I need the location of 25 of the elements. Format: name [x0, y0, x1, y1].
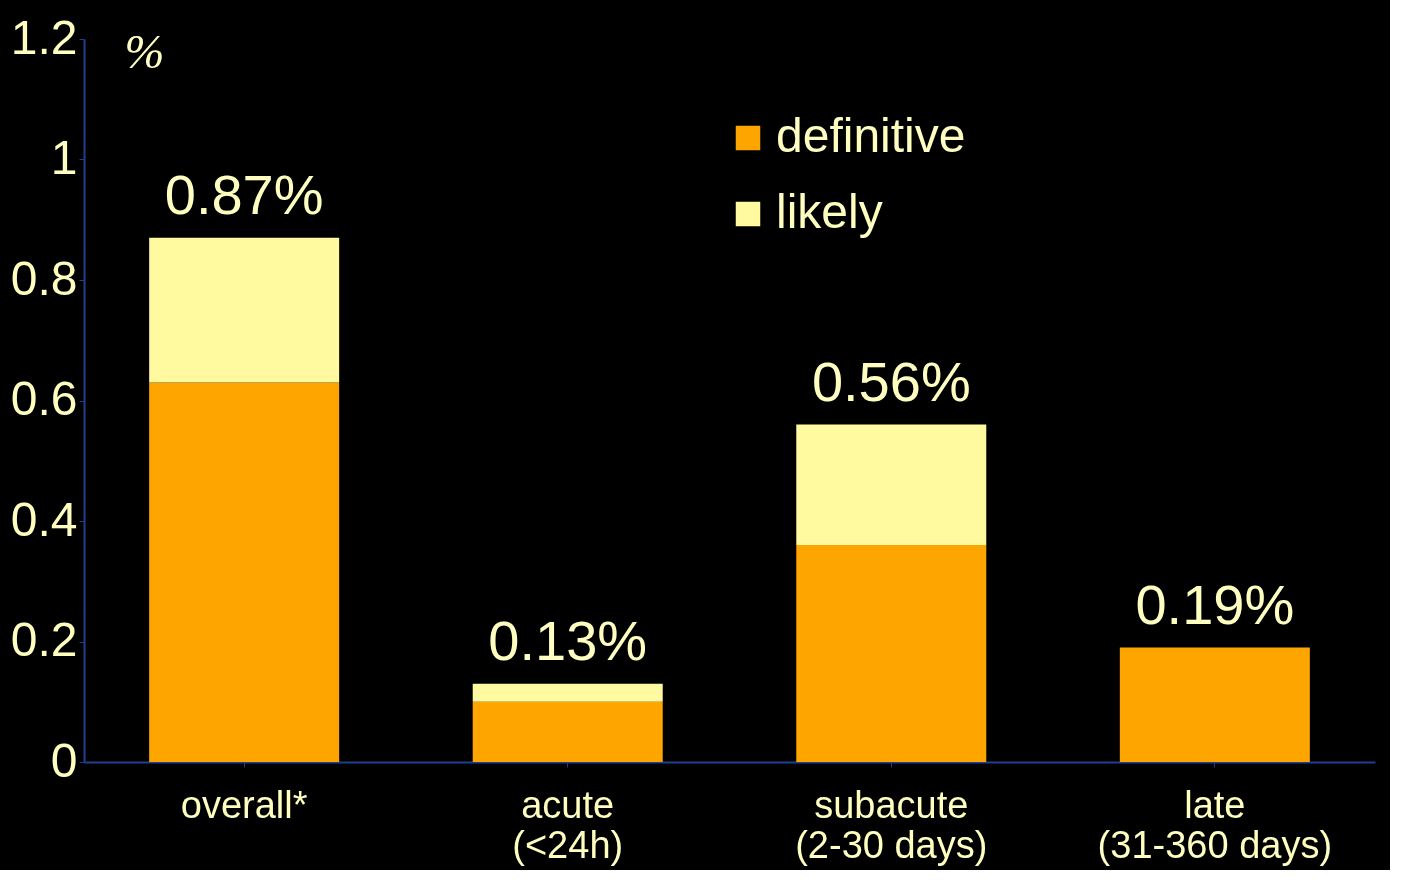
total-label: 0.56%: [811, 349, 971, 413]
y-tick-label: 0.2: [10, 613, 78, 666]
bar: [796, 424, 987, 546]
legend-label: definitive: [776, 109, 966, 162]
bar: [149, 237, 340, 383]
bar: [1119, 647, 1310, 762]
y-tick-label: 0.8: [10, 251, 78, 305]
bar: [149, 382, 340, 762]
total-label: 0.87%: [164, 162, 324, 226]
legend-label: likely: [776, 185, 883, 238]
y-tick-label: 0.6: [10, 372, 78, 425]
x-tick-label: subacute (2-30 days): [795, 783, 988, 866]
y-tick-label: 0: [50, 733, 78, 787]
y-axis-title: %: [124, 24, 165, 78]
x-tick-label: late (31-360 days): [1097, 783, 1333, 866]
y-tick-label: 0.4: [10, 492, 78, 546]
y-tick-label: 1: [50, 131, 78, 184]
bar: [472, 701, 663, 762]
total-label: 0.19%: [1135, 572, 1295, 636]
x-tick-label: overall*: [180, 783, 308, 826]
bar: [472, 683, 663, 702]
x-tick-label: acute (<24h): [512, 783, 624, 866]
bar: [796, 545, 987, 762]
y-tick-label: 1.2: [10, 10, 78, 64]
total-label: 0.13%: [488, 608, 648, 672]
